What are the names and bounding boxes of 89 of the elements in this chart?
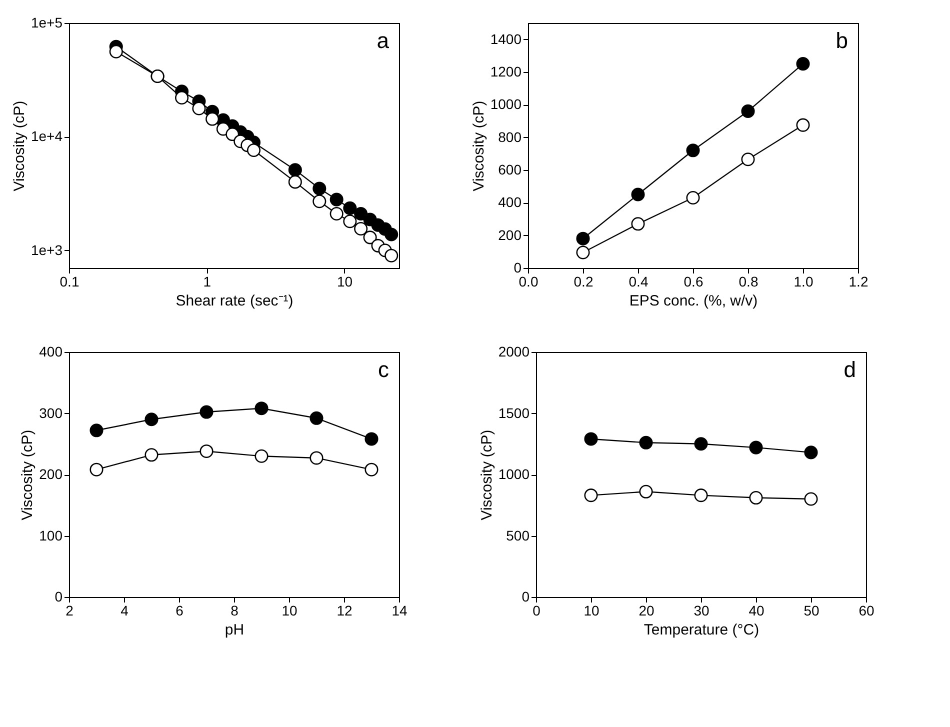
point	[144, 448, 158, 462]
point	[310, 451, 324, 465]
x-tick-label: 1.0	[794, 274, 814, 290]
y-tick-label: 1e+3	[30, 242, 63, 258]
x-tick-label: 60	[858, 602, 874, 618]
point	[639, 436, 653, 450]
point	[686, 191, 700, 205]
x-tick-label: 10	[336, 274, 353, 290]
y-tick-label: 500	[506, 527, 530, 544]
point	[364, 432, 378, 446]
y-tick-label: 1000	[490, 96, 522, 112]
x-tick-label: 30	[694, 602, 710, 618]
x-tick-label: 10	[282, 602, 298, 618]
y-tick-label: 400	[498, 194, 522, 210]
point	[584, 432, 598, 446]
point	[576, 246, 590, 260]
annotation: d	[844, 357, 856, 382]
x-axis-title: Temperature (°C)	[644, 622, 760, 638]
point	[576, 232, 590, 246]
point	[254, 402, 268, 416]
point	[796, 57, 810, 71]
y-tick-label: 800	[498, 128, 522, 145]
y-tick-label: 0	[514, 260, 522, 276]
y-tick-label: 600	[498, 162, 522, 178]
x-tick-label: 40	[748, 602, 764, 618]
point	[694, 488, 708, 502]
x-tick-label: 4	[120, 602, 129, 618]
point	[631, 188, 645, 202]
x-axis-title: Shear rate (sec⁻¹)	[176, 292, 294, 310]
point	[694, 437, 708, 451]
point	[200, 405, 214, 419]
point	[200, 444, 214, 458]
x-tick-label: 20	[638, 602, 654, 618]
point	[749, 491, 763, 505]
annotation: b	[836, 28, 848, 53]
point	[741, 104, 755, 118]
annotation: c	[378, 357, 389, 382]
y-tick-label: 2000	[498, 344, 530, 360]
point	[144, 412, 158, 426]
point	[796, 118, 810, 132]
x-axis-title: pH	[224, 622, 244, 638]
x-tick-label: 12	[336, 602, 352, 618]
point	[90, 462, 104, 476]
point	[686, 144, 700, 158]
y-tick-label: 200	[498, 226, 522, 243]
point	[364, 462, 378, 476]
x-tick-label: 0	[532, 602, 541, 618]
y-tick-label: 1500	[498, 404, 530, 421]
x-tick-label: 10	[584, 602, 600, 618]
x-tick-label: 0.6	[684, 274, 704, 290]
point	[90, 424, 104, 438]
y-tick-label: 0	[54, 588, 63, 604]
x-tick-label: 2	[66, 602, 74, 618]
x-axis-title: EPS conc. (%, w/v)	[629, 292, 758, 310]
point	[804, 492, 818, 506]
y-axis-title: Viscosity (cP)	[470, 100, 488, 192]
point	[310, 411, 324, 425]
x-tick-label: 1.2	[848, 274, 868, 290]
y-tick-label: 400	[39, 344, 63, 360]
point	[254, 449, 268, 463]
y-tick-label: 100	[39, 527, 63, 544]
point	[584, 488, 598, 502]
x-tick-label: 6	[176, 602, 184, 618]
x-tick-label: 8	[230, 602, 239, 618]
point	[631, 217, 645, 231]
y-axis-title: Viscosity (cP)	[10, 100, 28, 192]
x-tick-label: 0.2	[574, 274, 594, 290]
y-axis-title: Viscosity (cP)	[19, 430, 36, 520]
x-tick-label: 0.4	[628, 274, 648, 290]
y-tick-label: 1e+5	[30, 14, 63, 30]
x-tick-label: 0.8	[738, 274, 758, 290]
x-tick-label: 0.0	[518, 274, 538, 290]
y-tick-label: 1e+4	[30, 128, 63, 144]
point	[741, 152, 755, 166]
y-tick-label: 1400	[490, 30, 522, 47]
x-tick-label: 14	[392, 602, 408, 618]
y-tick-label: 200	[39, 466, 63, 482]
y-tick-label: 1200	[490, 64, 522, 80]
annotation: a	[376, 28, 390, 53]
point	[639, 484, 653, 498]
x-tick-label: 50	[804, 602, 820, 618]
y-axis-title: Viscosity (cP)	[478, 430, 496, 520]
x-tick-label: 0.1	[60, 274, 80, 290]
y-tick-label: 0	[522, 588, 530, 604]
point	[749, 440, 763, 454]
y-tick-label: 1000	[498, 466, 530, 482]
point	[804, 446, 818, 460]
y-tick-label: 300	[39, 404, 63, 421]
x-tick-label: 1	[203, 274, 212, 290]
